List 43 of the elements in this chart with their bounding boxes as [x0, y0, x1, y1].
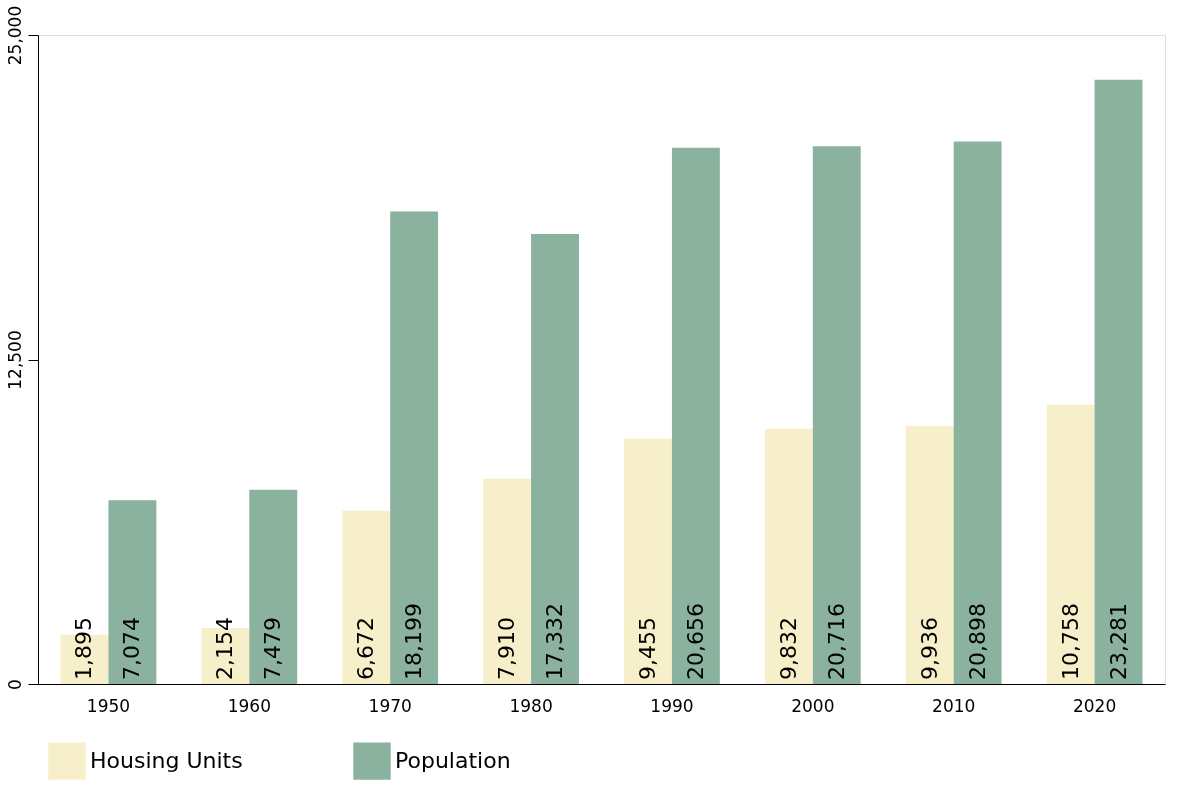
bar [390, 211, 439, 684]
data-label: 18,199 [401, 603, 427, 680]
data-label: 20,898 [964, 603, 990, 680]
bar [764, 428, 813, 684]
data-label: 10,758 [1057, 603, 1083, 680]
legend-label: Housing Units [90, 748, 243, 774]
data-label: 1,895 [71, 617, 97, 680]
data-label: 20,716 [823, 603, 849, 680]
x-tick-label: 1960 [227, 695, 271, 716]
y-tick-label: 0 [4, 679, 25, 690]
y-tick-label: 25,000 [4, 5, 25, 66]
x-tick-label: 1980 [509, 695, 553, 716]
x-tick-label: 1970 [368, 695, 412, 716]
bar [671, 147, 720, 684]
bar [1094, 79, 1143, 684]
x-tick-label: 2000 [791, 695, 835, 716]
data-label: 17,332 [542, 603, 568, 680]
bar [249, 489, 298, 684]
bar [1046, 404, 1095, 684]
x-tick-label: 1950 [86, 695, 131, 716]
bar [953, 141, 1002, 684]
data-label: 6,672 [353, 617, 379, 680]
data-label: 2,154 [212, 617, 238, 680]
bar [531, 234, 579, 684]
y-tick-label: 12,500 [4, 330, 25, 390]
x-tick-label: 2010 [932, 695, 976, 716]
bar [108, 500, 157, 684]
data-label: 20,656 [682, 603, 708, 680]
bar [483, 478, 532, 684]
x-tick-label: 2020 [1072, 695, 1117, 716]
legend-label: Population [395, 748, 511, 774]
data-label: 7,479 [260, 617, 286, 680]
bar [342, 510, 391, 684]
data-label: 9,936 [916, 617, 942, 680]
data-label: 23,281 [1105, 603, 1131, 680]
x-tick-label: 1990 [650, 695, 694, 716]
bar [812, 146, 861, 684]
data-label: 9,832 [775, 617, 801, 680]
data-label: 7,074 [119, 617, 145, 680]
bar [905, 426, 954, 684]
bar [624, 438, 672, 684]
data-label: 7,910 [494, 617, 520, 680]
data-label: 9,455 [634, 617, 660, 680]
